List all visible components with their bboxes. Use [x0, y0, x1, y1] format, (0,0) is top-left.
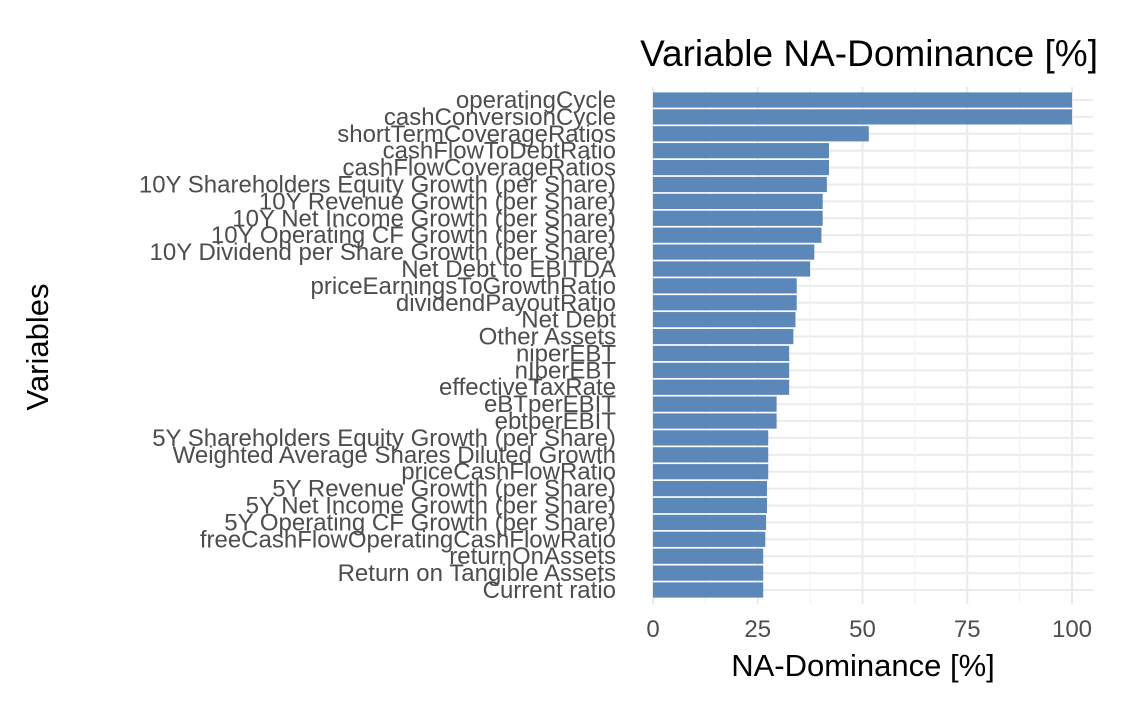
- x-tick-labels: 0 25 50 75 100: [646, 616, 1092, 643]
- y-tick-label: freeCashFlowOperatingCashFlowRatio: [200, 526, 616, 553]
- x-tick-label: 100: [1052, 616, 1092, 643]
- x-tick-label: 75: [954, 616, 981, 643]
- y-tick-label: 10Y Dividend per Share Growth (per Share…: [150, 239, 616, 266]
- bars: [653, 92, 1072, 598]
- bar: [653, 227, 822, 243]
- y-tick-label: Net Debt to EBITDA: [401, 256, 616, 283]
- y-tick-label: 10Y Net Income Growth (per Share): [232, 205, 616, 232]
- chart-title: Variable NA-Dominance [%]: [640, 33, 1098, 74]
- x-axis-title: NA-Dominance [%]: [731, 648, 995, 683]
- y-tick-label: ebtperEBIT: [495, 408, 617, 435]
- y-tick-label: niperEBT: [516, 340, 616, 367]
- bar: [653, 497, 767, 514]
- y-tick-label: 5Y Revenue Growth (per Share): [272, 476, 616, 503]
- y-axis-title: Variables: [20, 284, 55, 411]
- y-tick-label: nIperEBT: [515, 357, 617, 384]
- y-tick-label: Net Debt: [521, 307, 616, 334]
- bar: [653, 447, 769, 463]
- y-tick-label: eBTperEBIT: [484, 391, 616, 418]
- bar: [653, 345, 790, 362]
- y-tick-label: 10Y Operating CF Growth (per Share): [211, 222, 616, 249]
- bar: [653, 159, 829, 176]
- bar: [653, 481, 767, 497]
- bar: [653, 295, 797, 311]
- y-tick-label: 5Y Operating CF Growth (per Share): [224, 509, 616, 536]
- bar: [653, 413, 777, 429]
- bar: [653, 126, 869, 142]
- y-tick-label: Other Assets: [479, 324, 616, 351]
- bar: [653, 176, 827, 193]
- y-tick-label: returnOnAssets: [449, 543, 616, 570]
- y-tick-label: dividendPayoutRatio: [396, 290, 616, 317]
- y-tick-label: operatingCycle: [456, 87, 616, 114]
- x-tick-label: 25: [744, 616, 771, 643]
- y-tick-label: Return on Tangible Assets: [338, 560, 616, 587]
- x-tick-label: 0: [646, 616, 659, 643]
- y-tick-label: effectiveTaxRate: [439, 374, 616, 401]
- bar: [653, 430, 769, 446]
- bar: [653, 109, 1072, 125]
- bar: [653, 531, 766, 547]
- y-tick-label: cashConversionCycle: [384, 104, 616, 131]
- bar: [653, 464, 769, 480]
- y-tick-labels: operatingCyclecashConversionCycleshortTe…: [139, 87, 616, 604]
- bar: [653, 565, 764, 581]
- bar: [653, 261, 811, 277]
- bar: [653, 193, 823, 209]
- bar: [653, 278, 797, 294]
- y-tick-label: Weighted Average Shares Diluted Growth: [173, 442, 616, 469]
- x-tick-label: 50: [849, 616, 876, 643]
- y-tick-label: priceCashFlowRatio: [401, 459, 616, 486]
- y-tick-label: Current ratio: [483, 577, 616, 604]
- bar: [653, 582, 764, 598]
- y-tick-label: 5Y Shareholders Equity Growth (per Share…: [152, 425, 616, 452]
- bar: [653, 548, 764, 564]
- bar: [653, 379, 790, 395]
- bar: [653, 312, 796, 328]
- bar: [653, 210, 823, 226]
- y-tick-label: shortTermCoverageRatios: [337, 121, 616, 148]
- y-tick-label: priceEarningsToGrowthRatio: [311, 273, 616, 300]
- bar: [653, 328, 794, 345]
- y-tick-label: 10Y Revenue Growth (per Share): [259, 188, 616, 215]
- bar: [653, 143, 829, 159]
- y-tick-label: 10Y Shareholders Equity Growth (per Shar…: [139, 171, 616, 198]
- bar: [653, 362, 790, 378]
- bar: [653, 396, 777, 412]
- y-tick-label: 5Y Net Income Growth (per Share): [246, 493, 616, 520]
- bar: [653, 514, 767, 531]
- bar: [653, 92, 1072, 108]
- bar: [653, 244, 815, 260]
- y-tick-label: cashFlowToDebtRatio: [383, 138, 616, 165]
- y-tick-label: cashFlowCoverageRatios: [343, 155, 616, 182]
